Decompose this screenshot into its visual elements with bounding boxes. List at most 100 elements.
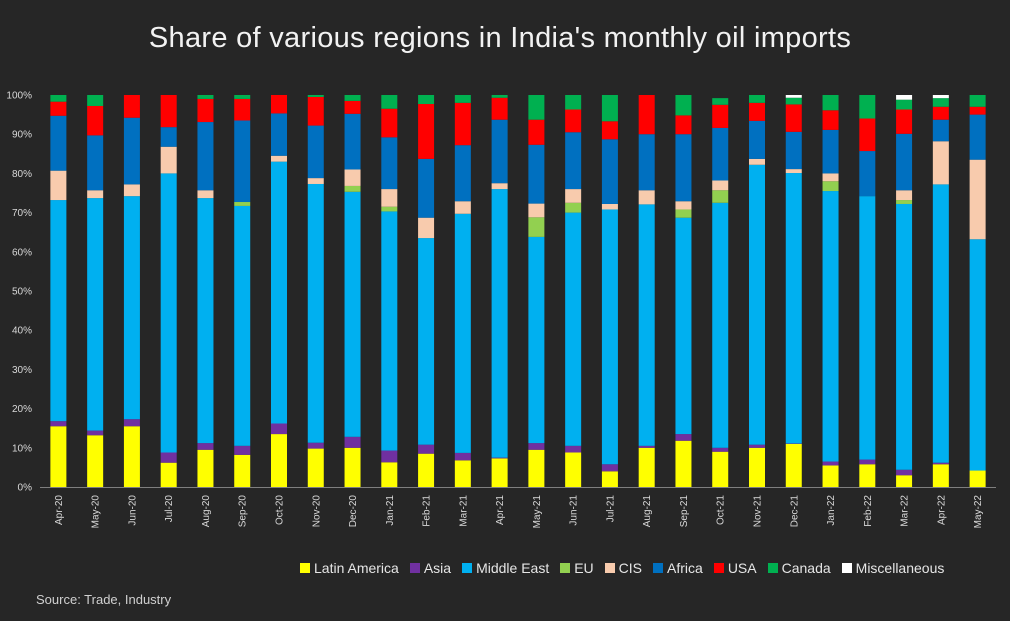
source-note: Source: Trade, Industry	[36, 592, 172, 607]
bar-segment-miscellaneous	[785, 95, 802, 98]
bar-segment-canada	[969, 95, 986, 107]
legend-swatch	[841, 563, 852, 573]
bar-segment-usa	[896, 109, 913, 134]
bar-segment-middle-east	[785, 173, 802, 444]
bar-segment-usa	[528, 119, 545, 145]
bar-segment-middle-east	[932, 184, 949, 463]
bar-segment-cis	[381, 189, 398, 207]
bar-segment-canada	[712, 98, 729, 105]
bar-segment-latin-america	[528, 449, 545, 487]
bar-segment-canada	[896, 99, 913, 110]
bar-segment-latin-america	[123, 426, 140, 487]
bar-segment-eu	[712, 190, 729, 203]
bar-segment-middle-east	[749, 164, 765, 445]
legend-swatch	[300, 563, 310, 573]
bar-segment-usa	[969, 106, 986, 115]
x-tick-label: May-21	[532, 495, 543, 529]
legend-label: Latin America	[314, 560, 399, 576]
bar-segment-latin-america	[601, 471, 618, 487]
bar-segment-asia	[896, 469, 913, 476]
x-tick-label: Jul-20	[164, 495, 175, 523]
bar-segment-africa	[123, 117, 140, 185]
bar-segment-cis	[197, 190, 214, 199]
legend-label: Middle East	[476, 560, 550, 576]
bar-segment-cis	[601, 203, 618, 210]
bar-segment-usa	[50, 101, 67, 116]
x-tick-label: Apr-21	[495, 495, 506, 525]
legend-item: Latin America	[300, 560, 399, 576]
bar-segment-canada	[418, 95, 435, 105]
bar-segment-asia	[859, 459, 876, 465]
bar-segment-africa	[528, 144, 545, 204]
bar-segment-middle-east	[418, 238, 435, 445]
legend-swatch	[767, 563, 778, 573]
bar-segment-latin-america	[454, 460, 471, 487]
bar-segment-middle-east	[675, 217, 692, 435]
bar-segment-eu	[234, 202, 251, 206]
bar-segment-asia	[749, 444, 765, 448]
x-tick-label: Oct-21	[716, 495, 727, 525]
bar-segment-usa	[271, 95, 287, 114]
bar-segment-asia	[197, 443, 214, 450]
chart-title: Share of various regions in India's mont…	[148, 22, 852, 54]
bar-segment-usa	[859, 118, 876, 152]
x-tick-label: Jan-21	[385, 495, 396, 526]
bar-segment-usa	[344, 100, 361, 114]
bar-segment-canada	[197, 95, 214, 99]
bar-segment-asia	[234, 445, 251, 455]
bar-segment-asia	[712, 447, 729, 452]
legend-item: USA	[713, 560, 757, 576]
bar-segment-middle-east	[565, 212, 582, 446]
bar-segment-latin-america	[271, 434, 287, 487]
y-tick-label: 0%	[18, 483, 33, 494]
bar-segment-cis	[87, 190, 104, 199]
bar-segment-latin-america	[822, 465, 839, 487]
legend-item: Asia	[409, 560, 451, 576]
bar-segment-cis	[932, 141, 949, 185]
bar-segment-africa	[307, 125, 324, 179]
x-tick-label: Aug-20	[201, 495, 212, 528]
bar-segment-cis	[344, 169, 361, 186]
bar-segment-latin-america	[381, 462, 398, 487]
bar-segment-usa	[307, 96, 324, 126]
bar-segment-eu	[565, 202, 582, 213]
bar-segment-canada	[565, 95, 582, 110]
bar-segment-asia	[271, 423, 287, 435]
bar-segment-cis	[528, 203, 545, 218]
x-tick-label: Mar-21	[458, 495, 469, 527]
bar-segment-middle-east	[50, 200, 67, 422]
bar-segment-cis	[50, 170, 67, 201]
bar-segment-cis	[749, 158, 765, 165]
bar-segment-eu	[822, 181, 839, 192]
bar-segment-africa	[50, 115, 67, 171]
bar-segment-cis	[712, 180, 729, 191]
bar-segment-latin-america	[50, 426, 67, 487]
bar-segment-middle-east	[234, 205, 251, 446]
bar-segment-usa	[123, 95, 140, 118]
bar-segment-africa	[271, 113, 287, 156]
bar-segment-latin-america	[307, 448, 324, 487]
y-tick-label: 20%	[12, 404, 32, 415]
bar-segment-africa	[785, 131, 802, 170]
legend-swatch	[409, 563, 420, 573]
bar-segment-canada	[87, 95, 104, 106]
x-tick-label: Nov-21	[753, 495, 764, 528]
bar-segment-eu	[896, 200, 913, 204]
bar-segment-asia	[932, 462, 949, 465]
bar-segment-canada	[675, 95, 692, 116]
bar-segment-asia	[50, 421, 67, 427]
bar-segment-canada	[749, 95, 765, 103]
bar-segment-canada	[50, 95, 67, 102]
legend-item: Middle East	[462, 560, 549, 576]
bar-segment-cis	[491, 183, 508, 190]
bar-segment-cis	[822, 173, 839, 182]
bar-segment-africa	[160, 127, 177, 147]
bar-segment-cis	[160, 146, 177, 174]
bar-segment-canada	[491, 95, 508, 98]
bar-segment-miscellaneous	[932, 95, 949, 99]
bar-segment-africa	[896, 133, 913, 191]
bar-segment-usa	[932, 106, 949, 120]
bar-segment-cis	[969, 159, 986, 240]
bar-segment-middle-east	[969, 239, 986, 471]
